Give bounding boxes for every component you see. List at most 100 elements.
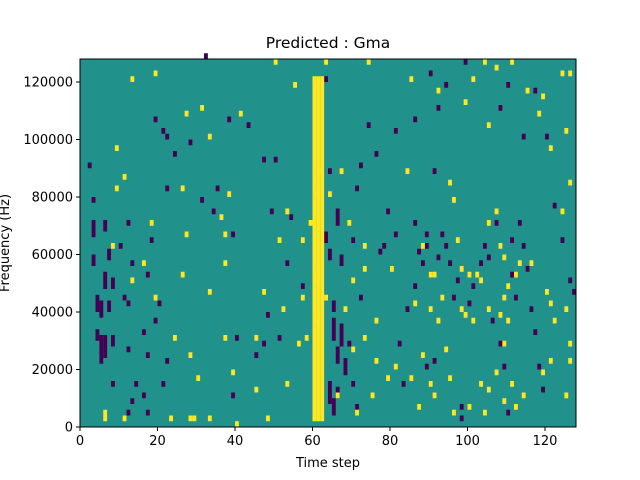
heatmap-cell-high: [479, 277, 484, 284]
heatmap-cell-high: [463, 312, 468, 318]
heatmap-cell-low: [331, 398, 336, 416]
heatmap-cell-low: [525, 266, 530, 272]
heatmap-cell-high: [564, 128, 569, 134]
heatmap-cell-low: [285, 260, 290, 266]
heatmap-cell-low: [153, 317, 158, 324]
heatmap-cell-high: [568, 179, 573, 186]
heatmap-cell-high: [347, 220, 352, 226]
heatmap-cell-high: [506, 283, 511, 289]
heatmap-cell-high: [312, 191, 317, 197]
heatmap-cell-high: [510, 59, 515, 65]
heatmap-cell-high: [541, 93, 546, 100]
heatmap-cell-low: [479, 260, 484, 266]
heatmap-cell-low: [211, 208, 216, 215]
heatmap-cell-high: [486, 220, 491, 226]
heatmap-cell-high: [142, 260, 146, 266]
heatmap-cell-high: [180, 185, 185, 192]
heatmap-cell-high: [467, 271, 472, 278]
heatmap-cell-low: [498, 340, 503, 347]
heatmap-cell-high: [494, 64, 499, 71]
heatmap-cell-low: [432, 168, 437, 174]
heatmap-cell-high: [285, 381, 290, 387]
heatmap-cell-high: [498, 243, 503, 249]
heatmap-cell-high: [498, 312, 503, 318]
heatmap-cell-low: [99, 300, 104, 318]
y-axis-label: Frequency (Hz): [0, 194, 13, 292]
heatmap-cell-low: [122, 294, 127, 301]
heatmap-cell-low: [552, 202, 557, 209]
heatmap-cell-high: [560, 208, 565, 215]
heatmap-cell-high: [421, 352, 425, 358]
heatmap-cell-low: [289, 214, 294, 220]
heatmap-cell-low: [134, 381, 139, 387]
heatmap-cell-high: [479, 381, 484, 387]
heatmap-cell-high: [428, 306, 433, 312]
heatmap-cell-high: [254, 386, 259, 393]
heatmap-cell-low: [188, 139, 193, 146]
heatmap-cell-high: [486, 386, 491, 393]
heatmap-cell-high: [308, 220, 313, 226]
heatmap-cell-low: [126, 346, 131, 353]
heatmap-cell-low: [494, 220, 499, 226]
x-tick-label: 40: [227, 434, 244, 449]
heatmap-cell-high: [223, 260, 228, 266]
heatmap-cell-high: [506, 317, 511, 324]
heatmap-cell-high: [525, 87, 530, 94]
heatmap-cell-high: [281, 306, 286, 312]
heatmap-cell-high: [328, 191, 332, 197]
plot-frame: [79, 58, 577, 428]
heatmap-cell-high: [273, 59, 278, 65]
heatmap-cell-high: [188, 415, 193, 422]
x-tick-label: 20: [149, 434, 166, 449]
heatmap-cell-low: [145, 352, 150, 358]
y-tick-label: 20000: [32, 363, 73, 378]
heatmap-cell-low: [173, 151, 177, 157]
heatmap-cell-low: [490, 317, 495, 324]
heatmap-cell-low: [231, 231, 236, 238]
heatmap-cell-high: [428, 381, 433, 387]
heatmap-cell-low: [235, 335, 239, 341]
heatmap-cell-high: [223, 231, 228, 238]
heatmap-cell-low: [153, 116, 158, 123]
heatmap-cell-high: [541, 369, 546, 376]
heatmap-cell-high: [266, 415, 270, 422]
heatmap-cell-low: [204, 53, 208, 59]
heatmap-cell-high: [130, 277, 135, 284]
heatmap-cell-high: [517, 260, 522, 266]
heatmap-cell-high: [114, 145, 119, 151]
heatmap-cell-low: [99, 335, 104, 364]
heatmap-cell-low: [95, 294, 100, 312]
heatmap-cell-high: [448, 179, 453, 186]
heatmap-cell-high: [393, 363, 398, 370]
x-tick-label: 0: [76, 434, 84, 449]
heatmap-cell-high: [475, 271, 480, 278]
y-tick-label: 100000: [23, 133, 73, 148]
heatmap-cell-low: [514, 294, 518, 301]
y-tick-label: 80000: [32, 191, 73, 206]
heatmap-cell-low: [463, 59, 468, 65]
heatmap-cell-low: [335, 208, 340, 226]
heatmap-cell-low: [483, 243, 487, 249]
heatmap-cell-low: [572, 289, 577, 295]
y-tick-label: 40000: [32, 306, 73, 321]
heatmap-cell-low: [533, 87, 538, 94]
heatmap-cell-low: [335, 346, 340, 364]
heatmap-cell-low: [165, 133, 170, 140]
heatmap-cell-high: [324, 59, 329, 65]
heatmap-cell-low: [436, 105, 441, 111]
heatmap-cell-high: [149, 220, 154, 226]
heatmap-cell-low: [157, 300, 162, 307]
heatmap-cell-high: [351, 346, 356, 353]
heatmap-cell-low: [300, 283, 305, 289]
heatmap-cell-high: [390, 266, 394, 272]
heatmap-cell-high: [455, 237, 460, 243]
heatmap-cell-high: [300, 294, 305, 301]
y-tick-label: 60000: [32, 248, 73, 263]
heatmap-cell-low: [413, 220, 418, 226]
heatmap-cell-low: [269, 208, 274, 215]
heatmap-cell-high: [529, 260, 534, 266]
heatmap-cell-high: [448, 375, 453, 381]
heatmap-cell-high: [560, 70, 565, 77]
heatmap-cell-high: [297, 340, 301, 347]
